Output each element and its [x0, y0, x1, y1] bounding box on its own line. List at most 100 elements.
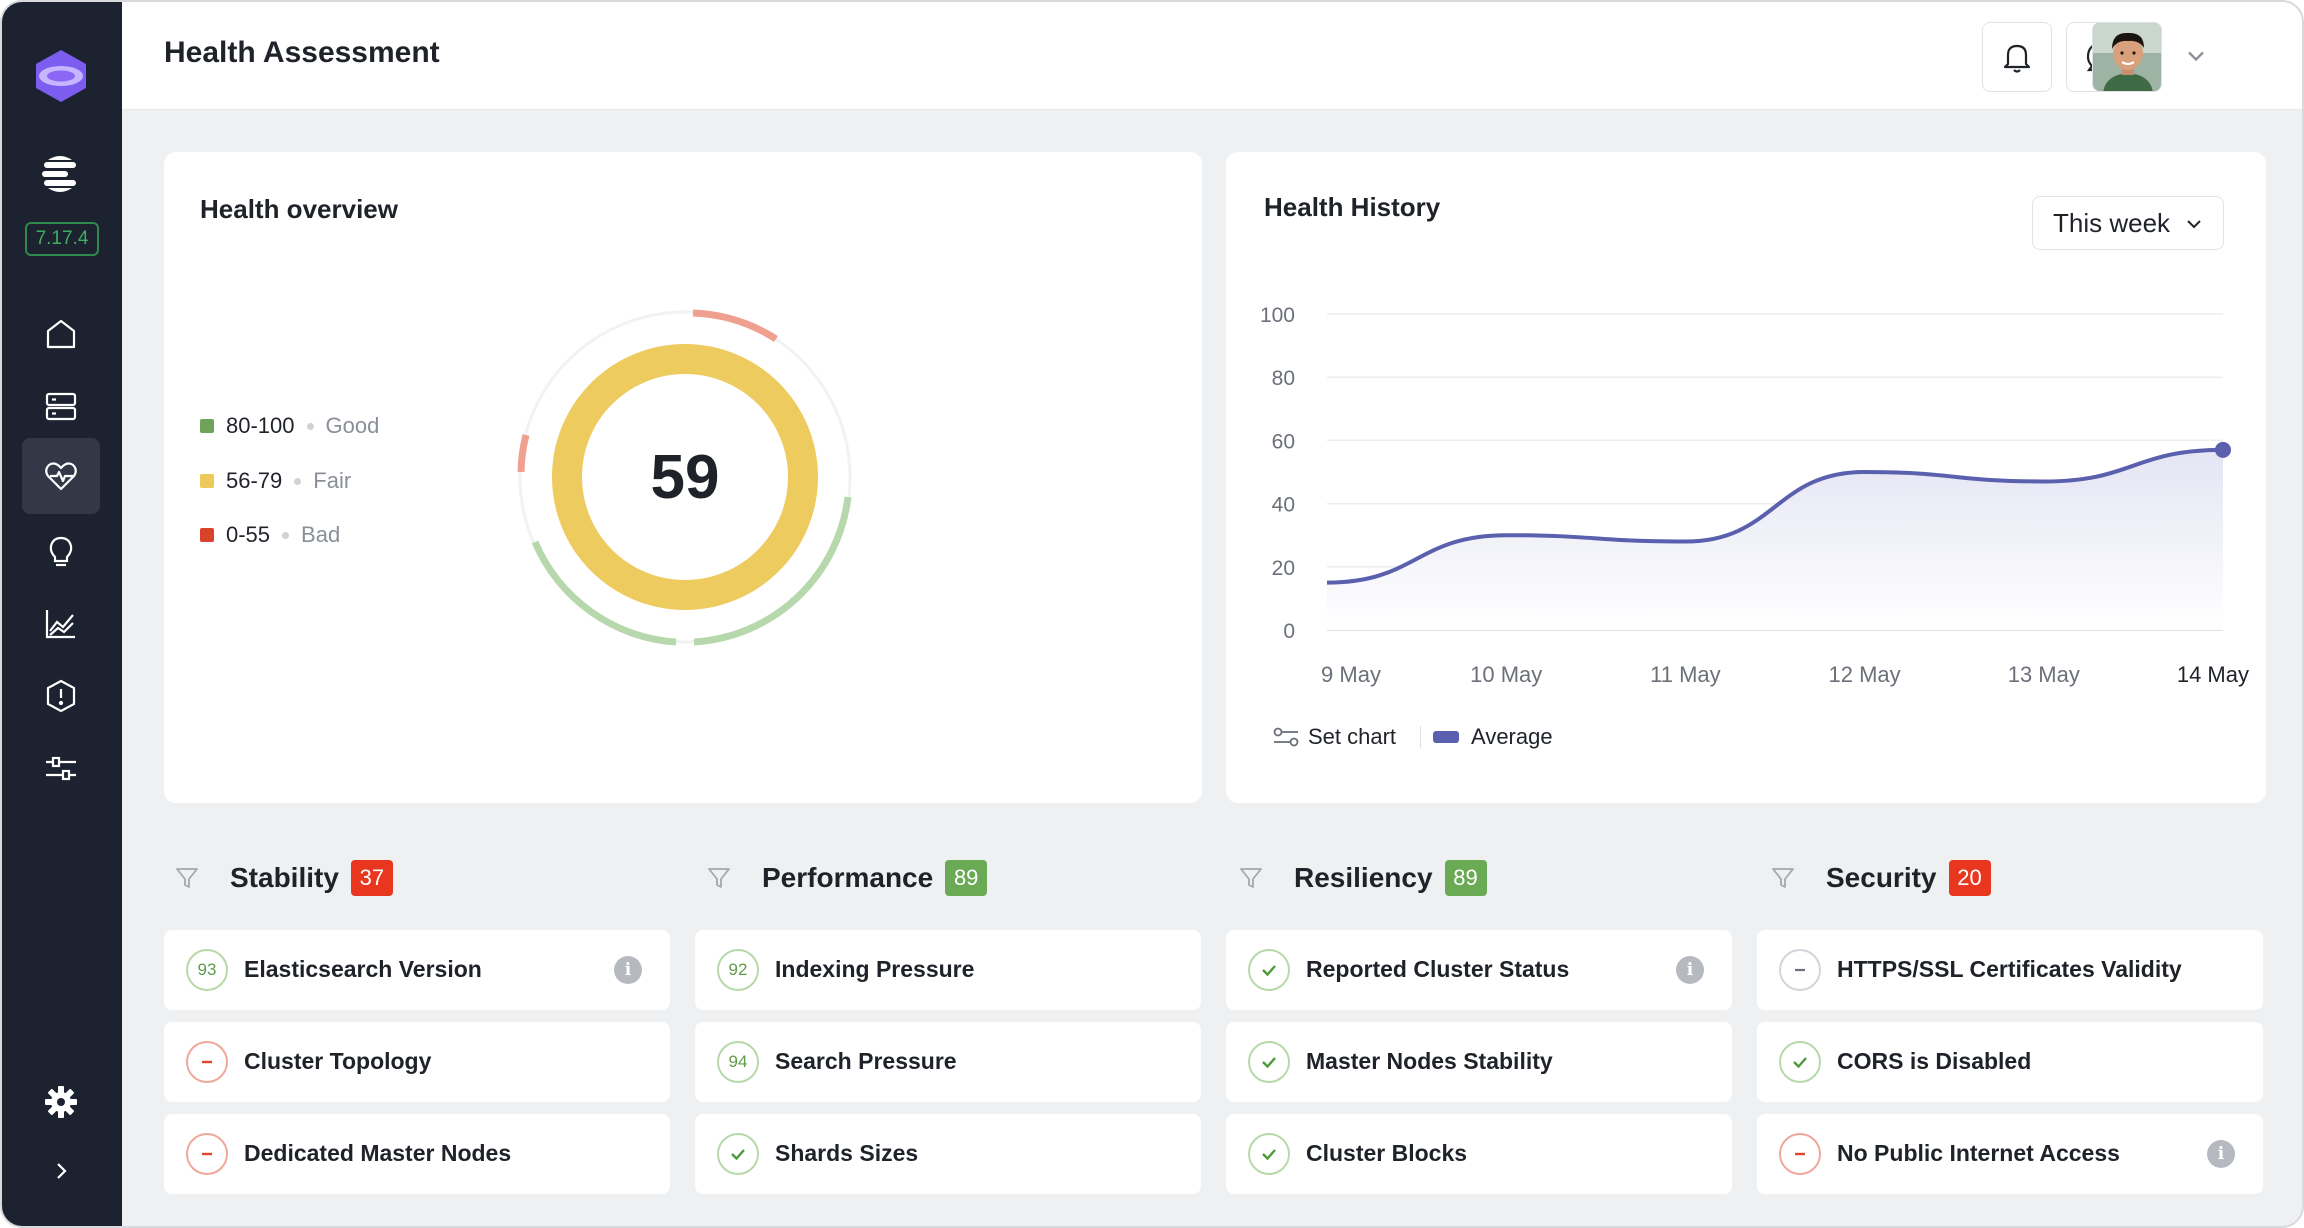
average-legend-item[interactable]: Average	[1433, 724, 1553, 750]
legend-swatch	[200, 474, 214, 488]
average-swatch	[1433, 731, 1460, 743]
section-name: Resiliency	[1294, 862, 1433, 893]
filter-icon[interactable]	[1770, 865, 1796, 891]
chart-legend: Set chart Average	[1272, 724, 1553, 750]
check-item[interactable]: Dedicated Master Nodes	[164, 1114, 670, 1194]
status-ok-icon	[1248, 1041, 1290, 1083]
check-item-label: No Public Internet Access	[1837, 1140, 2120, 1166]
nav-alerts[interactable]	[22, 658, 100, 734]
check-item[interactable]: Shards Sizes	[695, 1114, 1201, 1194]
sliders-icon	[46, 756, 76, 781]
section-score-badge: 89	[945, 860, 988, 896]
expand-sidebar-button[interactable]	[42, 1152, 80, 1190]
user-avatar[interactable]	[2092, 22, 2162, 92]
info-icon[interactable]: i	[2207, 1140, 2235, 1168]
check-item-label: HTTPS/SSL Certificates Validity	[1837, 956, 2182, 982]
status-ok-icon	[1248, 949, 1290, 991]
check-item-label: Dedicated Master Nodes	[244, 1140, 512, 1166]
check-icon	[1262, 1057, 1276, 1069]
status-bad-icon	[186, 1041, 228, 1083]
nav-monitoring[interactable]	[22, 586, 100, 662]
app-logo-icon[interactable]	[32, 46, 90, 106]
chevron-down-icon	[2187, 220, 2201, 229]
check-item-label: Indexing Pressure	[775, 956, 975, 982]
series-point[interactable]	[2215, 441, 2231, 458]
status-neutral-icon	[1779, 949, 1821, 991]
legend-separator	[294, 477, 302, 485]
nav-health[interactable]	[22, 438, 100, 514]
check-item[interactable]: HTTPS/SSL Certificates Validity	[1757, 930, 2263, 1010]
filter-icon[interactable]	[174, 865, 200, 891]
score-circle: 94	[717, 1041, 759, 1083]
period-select[interactable]: This week	[2032, 196, 2224, 250]
check-item[interactable]: Master Nodes Stability	[1226, 1022, 1732, 1102]
section-stability-header: Stability 37	[174, 858, 393, 898]
minus-icon	[202, 1152, 212, 1156]
check-item-label: Master Nodes Stability	[1306, 1048, 1553, 1074]
check-item[interactable]: Cluster Topology	[164, 1022, 670, 1102]
check-item-label: CORS is Disabled	[1837, 1048, 2032, 1074]
info-icon[interactable]: i	[614, 956, 642, 984]
x-tick-label: 9 May	[1321, 662, 1381, 687]
legend-quality: Fair	[313, 468, 352, 493]
notifications-button[interactable]	[1982, 22, 2052, 92]
info-icon[interactable]: i	[1676, 956, 1704, 984]
y-tick-label: 0	[1283, 620, 1295, 643]
health-score-value: 59	[650, 442, 720, 512]
check-item[interactable]: 93 Elasticsearch Version i	[164, 930, 670, 1010]
health-overview-card	[164, 152, 1202, 803]
status-bad-icon	[186, 1133, 228, 1175]
chevron-down-icon[interactable]	[2182, 42, 2210, 70]
minus-icon	[1795, 1152, 1805, 1156]
y-tick-label: 100	[1260, 304, 1295, 327]
check-item[interactable]: CORS is Disabled	[1757, 1022, 2263, 1102]
y-tick-label: 20	[1272, 557, 1295, 580]
lightbulb-icon	[49, 536, 73, 567]
section-performance-header: Performance 89	[706, 858, 988, 898]
check-item[interactable]: 94 Search Pressure	[695, 1022, 1201, 1102]
server-icon	[45, 392, 77, 421]
section-score-badge: 89	[1444, 860, 1487, 896]
check-item[interactable]: Reported Cluster Status i	[1226, 930, 1732, 1010]
filter-icon[interactable]	[1238, 865, 1264, 891]
check-icon	[1262, 965, 1276, 977]
gauge-arc-bad	[692, 309, 778, 342]
legend-range: 0-55	[226, 522, 271, 547]
filter-icon[interactable]	[706, 865, 732, 891]
check-item[interactable]: No Public Internet Access i	[1757, 1114, 2263, 1194]
x-tick-label: 12 May	[1829, 662, 1901, 687]
chevron-right-icon	[57, 1163, 67, 1179]
heart-pulse-icon	[45, 462, 77, 491]
gauge-arc-good	[693, 496, 852, 646]
health-score-gauge	[517, 309, 852, 646]
x-tick-label: 10 May	[1470, 662, 1542, 687]
set-chart-button[interactable]: Set chart	[1272, 724, 1396, 750]
section-name: Performance	[762, 862, 934, 893]
nav-insights[interactable]	[22, 514, 100, 590]
home-icon	[46, 319, 76, 349]
score-circle: 92	[717, 949, 759, 991]
period-select-value: This week	[2053, 207, 2171, 238]
gauge-arc-good	[531, 540, 677, 646]
health-history-chart: 0 20 40 60 80 100 9 May 10 May 11 May 12 May 13 Ma…	[1260, 304, 2249, 687]
check-icon	[1262, 1149, 1276, 1161]
nav-settings-sliders[interactable]	[22, 730, 100, 806]
settings-toggle-icon	[1273, 727, 1299, 747]
section-name: Stability	[230, 862, 339, 893]
nav-home[interactable]	[22, 296, 100, 372]
nav-gear[interactable]	[22, 1064, 100, 1140]
x-tick-label: 13 May	[2008, 662, 2080, 687]
health-overview-title: Health overview	[200, 194, 398, 224]
y-tick-label: 60	[1272, 430, 1295, 453]
series-area	[1327, 449, 2223, 630]
bell-icon	[2003, 44, 2031, 73]
section-resiliency-header: Resiliency 89	[1238, 858, 1487, 898]
section-score-badge: 20	[1948, 860, 1991, 896]
check-item[interactable]: 92 Indexing Pressure	[695, 930, 1201, 1010]
nav-nodes[interactable]	[22, 368, 100, 444]
check-item-label: Shards Sizes	[775, 1140, 919, 1166]
check-item[interactable]: Cluster Blocks	[1226, 1114, 1732, 1194]
legend-separator	[306, 422, 314, 430]
y-tick-label: 80	[1272, 367, 1295, 390]
